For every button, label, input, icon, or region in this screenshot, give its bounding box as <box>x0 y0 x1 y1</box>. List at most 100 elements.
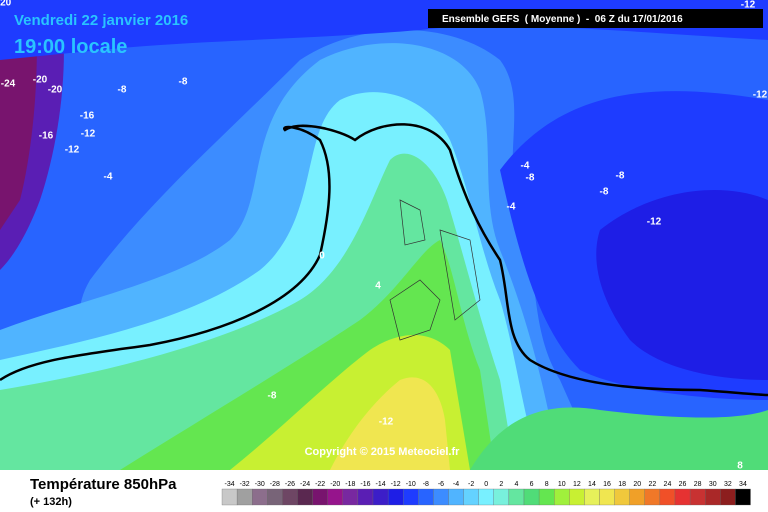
legend-label: -14 <box>375 481 385 488</box>
contour-label: 8 <box>737 461 743 472</box>
legend-label: -28 <box>270 481 280 488</box>
legend-label: 4 <box>514 481 518 488</box>
legend-label: -30 <box>255 481 265 488</box>
date: Vendredi 22 janvier 2016 <box>14 12 188 29</box>
contour-label: -20 <box>33 75 48 86</box>
legend-label: -16 <box>360 481 370 488</box>
legend-cell <box>282 488 298 506</box>
legend-cell <box>735 488 751 506</box>
legend-label: 24 <box>664 481 672 488</box>
legend-cell <box>372 488 389 506</box>
legend-cell <box>357 488 374 506</box>
legend-label: 8 <box>545 481 549 488</box>
run-box <box>428 9 763 28</box>
legend-cell <box>629 488 645 506</box>
legend-cell <box>720 488 736 506</box>
legend-label: 0 <box>484 481 488 488</box>
contour-label: -24 <box>1 79 16 90</box>
legend-label: -12 <box>391 481 401 488</box>
contour-label: -20 <box>48 85 63 96</box>
band-sixteen <box>330 377 450 470</box>
legend: -34 -32 -30 -28 -26 -24 -22 -20 -18 -16 -14 -12 -10-… <box>221 481 751 506</box>
run-info: Ensemble GEFS ( Moyenne ) - 06 Z du 17/0… <box>442 14 683 25</box>
legend-cell <box>312 488 328 506</box>
contour-label: -16 <box>80 111 95 122</box>
contour-label: 4 <box>375 281 381 292</box>
legend-cell <box>478 488 494 506</box>
local-time: 19:00 locale <box>14 36 127 58</box>
contour-label: -8 <box>616 171 625 182</box>
legend-label: 22 <box>648 481 656 488</box>
contour-label: -12 <box>65 145 80 156</box>
legend-label: -22 <box>315 481 325 488</box>
legend-label: -2 <box>468 481 474 488</box>
legend-cell <box>448 488 464 506</box>
legend-cell <box>493 488 510 506</box>
legend-cell <box>614 488 630 506</box>
legend-cell <box>403 488 419 506</box>
legend-cell <box>599 488 615 506</box>
legend-cell <box>508 488 525 506</box>
contour-label: -4 <box>521 161 530 172</box>
legend-cell <box>463 488 479 506</box>
legend-cell <box>644 488 661 506</box>
legend-cell <box>252 488 268 506</box>
legend-label: -24 <box>300 481 310 488</box>
legend-label: -32 <box>240 481 250 488</box>
legend-label: 26 <box>679 481 687 488</box>
contour-label: -12 <box>81 129 96 140</box>
contour-label: -8 <box>179 77 188 88</box>
lead-time: (+ 132h) <box>30 496 72 508</box>
legend-cell <box>342 488 359 506</box>
contour-label: -4 <box>507 202 516 213</box>
zero-contour <box>0 123 768 397</box>
legend-cell <box>327 488 343 506</box>
legend-cell <box>387 488 404 506</box>
legend-label: 18 <box>618 481 626 488</box>
contour-label: -12 <box>753 90 768 101</box>
field-title: Température 850hPa <box>30 476 177 493</box>
legend-label: -18 <box>345 481 355 488</box>
legend-label: -4 <box>453 481 459 488</box>
legend-cell <box>689 488 706 506</box>
legend-label: 12 <box>573 481 581 488</box>
contour-label: -8 <box>526 173 535 184</box>
legend-label: -8 <box>423 481 429 488</box>
legend-label: 28 <box>694 481 702 488</box>
legend-cell <box>659 488 676 506</box>
legend-label: 10 <box>558 481 566 488</box>
legend-cell <box>267 488 283 506</box>
contour-label: -8 <box>268 391 277 402</box>
contour-label: -12 <box>741 0 756 11</box>
legend-cell <box>584 488 600 506</box>
legend-label: 32 <box>724 481 732 488</box>
legend-cell <box>221 488 238 506</box>
contour-label: -16 <box>39 131 54 142</box>
contour-label: -12 <box>379 417 394 428</box>
legend-label: -6 <box>438 481 444 488</box>
legend-cell <box>297 488 313 506</box>
legend-label: -20 <box>330 481 340 488</box>
contour-labels: -20-24-20-20-8-8-16-12-16-12-404-8-12-4-… <box>0 0 768 472</box>
legend-label: -26 <box>285 481 295 488</box>
legend-cell <box>538 488 555 506</box>
legend-cell <box>418 488 434 506</box>
map: -20-24-20-20-8-8-16-12-16-12-404-8-12-4-… <box>0 0 768 472</box>
legend-label: 30 <box>709 481 717 488</box>
contour-label: -4 <box>104 172 113 183</box>
legend-cell <box>554 488 570 506</box>
legend-label: -10 <box>406 481 416 488</box>
contour-label: -8 <box>118 85 127 96</box>
legend-cell <box>674 488 691 506</box>
legend-cell <box>705 488 721 506</box>
band-minus12 <box>596 190 768 380</box>
legend-cell <box>236 488 253 506</box>
contour-label: -8 <box>600 187 609 198</box>
band-southeast <box>470 407 768 470</box>
coastlines <box>389 199 481 341</box>
legend-label: 34 <box>739 481 747 488</box>
legend-label: 2 <box>499 481 503 488</box>
legend-label: 6 <box>530 481 534 488</box>
copyright: Copyright © 2015 Meteociel.fr <box>305 446 461 458</box>
